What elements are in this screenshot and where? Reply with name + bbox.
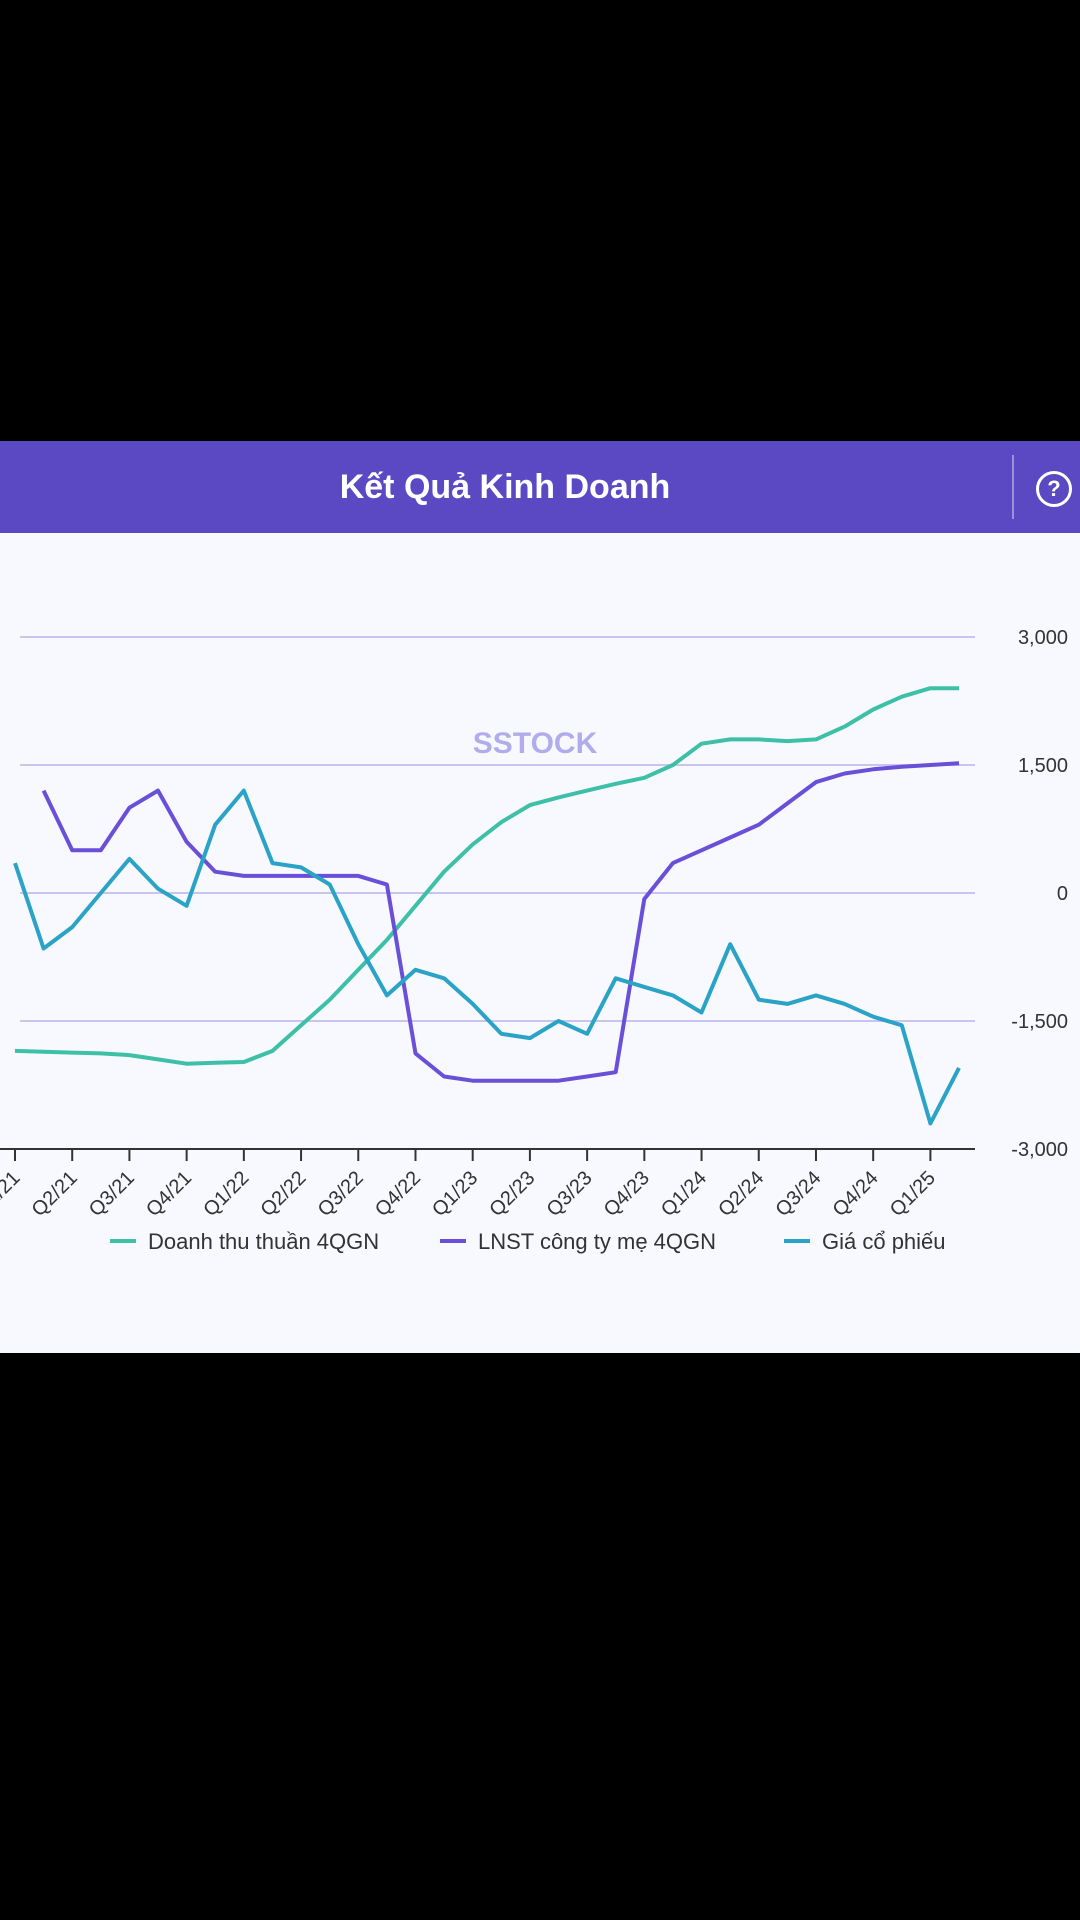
legend-label: Giá cổ phiếu	[822, 1229, 946, 1254]
chart-title: Kết Quả Kinh Doanh	[339, 468, 671, 506]
card-header: Kết Quả Kinh Doanh ?	[0, 441, 1080, 533]
x-tick-label: Q2/23	[485, 1167, 539, 1221]
x-tick-label: Q3/22	[314, 1167, 368, 1221]
watermark: SSTOCK	[473, 727, 598, 760]
help-button[interactable]: ?	[1036, 471, 1072, 507]
chart-card: Kết Quả Kinh Doanh ? SSTOCK -3,000 -1,500…	[0, 441, 1080, 1353]
x-tick-label: Q2/21	[28, 1167, 82, 1221]
x-tick-label: Q1/24	[657, 1167, 711, 1221]
x-tick-label: Q3/21	[85, 1167, 139, 1221]
y-tick-label: 1,500	[1018, 755, 1068, 777]
x-tick-label: Q1/23	[428, 1167, 482, 1221]
series-line	[13, 788, 961, 1126]
chart: SSTOCK -3,000 -1,500 0 1,500 3,000 Q1/21 Q2/21…	[0, 627, 1068, 1254]
x-tick-label: Q2/24	[714, 1167, 768, 1221]
x-tick-label: Q3/23	[543, 1167, 597, 1221]
x-tick-label: Q1/25	[886, 1167, 940, 1221]
x-tick-label: Q1/22	[199, 1167, 253, 1221]
x-tick-label: Q4/24	[829, 1167, 883, 1221]
y-tick-label: -3,000	[1011, 1139, 1068, 1161]
x-tick-label: Q2/22	[257, 1167, 311, 1221]
series-line	[14, 686, 959, 1066]
x-tick-label: Q4/21	[142, 1167, 196, 1221]
legend-label: LNST công ty mẹ 4QGN	[478, 1229, 716, 1254]
y-tick-label: 0	[1057, 883, 1068, 905]
x-tick-label: Q4/22	[371, 1167, 425, 1221]
header-separator	[1012, 455, 1014, 519]
x-tick-label: Q1/21	[0, 1167, 25, 1221]
series-line	[41, 761, 960, 1083]
x-tick-label: Q4/23	[600, 1167, 654, 1221]
y-tick-label: 3,000	[1018, 627, 1068, 649]
y-tick-label: -1,500	[1011, 1011, 1068, 1033]
legend-label: Doanh thu thuần 4QGN	[148, 1229, 379, 1254]
x-tick-label: Q3/24	[771, 1167, 825, 1221]
